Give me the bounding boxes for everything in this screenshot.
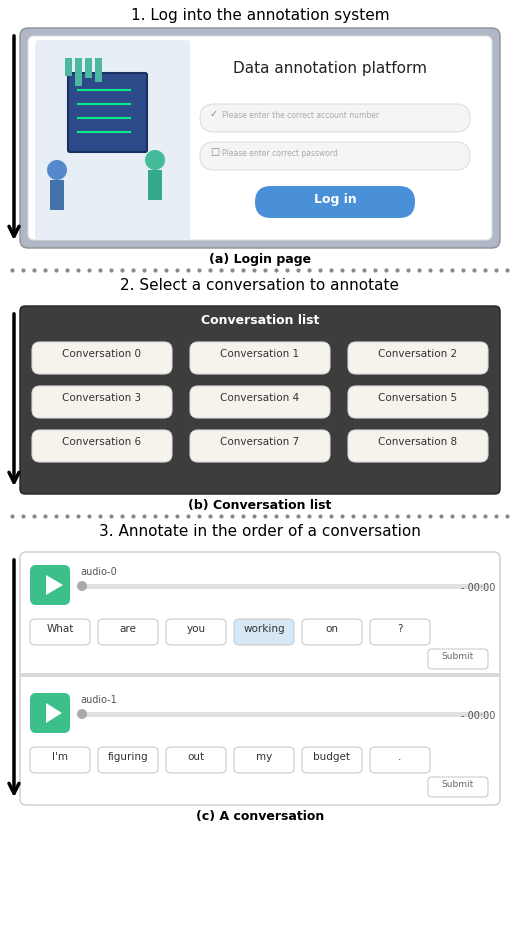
Text: budget: budget xyxy=(314,752,350,762)
Text: (a) Login page: (a) Login page xyxy=(209,253,311,266)
FancyBboxPatch shape xyxy=(190,386,330,418)
Polygon shape xyxy=(46,575,63,595)
FancyBboxPatch shape xyxy=(30,693,70,733)
FancyBboxPatch shape xyxy=(370,747,430,773)
FancyBboxPatch shape xyxy=(370,619,430,645)
Text: Conversation list: Conversation list xyxy=(201,314,319,327)
FancyBboxPatch shape xyxy=(428,777,488,797)
Text: Conversation 5: Conversation 5 xyxy=(379,393,458,403)
Text: - 00:00: - 00:00 xyxy=(461,583,495,593)
Bar xyxy=(50,180,64,210)
FancyBboxPatch shape xyxy=(348,430,488,462)
Text: my: my xyxy=(256,752,272,762)
FancyBboxPatch shape xyxy=(20,28,500,248)
Text: Data annotation platform: Data annotation platform xyxy=(233,61,427,76)
Text: audio-0: audio-0 xyxy=(80,567,117,577)
Text: Conversation 6: Conversation 6 xyxy=(62,437,141,447)
Text: Log in: Log in xyxy=(314,193,356,206)
Text: Submit: Submit xyxy=(442,780,474,789)
FancyBboxPatch shape xyxy=(28,36,492,240)
FancyBboxPatch shape xyxy=(348,386,488,418)
Text: I'm: I'm xyxy=(52,752,68,762)
Text: (b) Conversation list: (b) Conversation list xyxy=(188,499,332,512)
Bar xyxy=(75,58,82,86)
Text: 3. Annotate in the order of a conversation: 3. Annotate in the order of a conversati… xyxy=(99,524,421,539)
Text: Conversation 1: Conversation 1 xyxy=(220,349,300,359)
Text: - 00:00: - 00:00 xyxy=(461,711,495,721)
Circle shape xyxy=(47,160,67,180)
FancyBboxPatch shape xyxy=(166,619,226,645)
Text: Submit: Submit xyxy=(442,652,474,661)
Text: out: out xyxy=(187,752,204,762)
Bar xyxy=(85,58,92,78)
Text: on: on xyxy=(326,624,339,634)
FancyBboxPatch shape xyxy=(20,306,500,494)
Text: you: you xyxy=(187,624,205,634)
FancyBboxPatch shape xyxy=(32,386,172,418)
FancyBboxPatch shape xyxy=(255,186,415,218)
FancyBboxPatch shape xyxy=(234,619,294,645)
Text: 1. Log into the annotation system: 1. Log into the annotation system xyxy=(131,8,389,23)
Bar xyxy=(148,170,162,200)
FancyBboxPatch shape xyxy=(30,565,70,605)
FancyBboxPatch shape xyxy=(200,142,470,170)
Circle shape xyxy=(77,581,87,591)
Text: .: . xyxy=(398,752,401,762)
FancyBboxPatch shape xyxy=(166,747,226,773)
Text: Conversation 7: Conversation 7 xyxy=(220,437,300,447)
Text: audio-1: audio-1 xyxy=(80,695,117,705)
Text: Please enter correct password: Please enter correct password xyxy=(222,149,338,158)
FancyBboxPatch shape xyxy=(30,747,90,773)
Text: □: □ xyxy=(210,147,219,157)
Text: Conversation 4: Conversation 4 xyxy=(220,393,300,403)
FancyBboxPatch shape xyxy=(32,430,172,462)
Text: figuring: figuring xyxy=(108,752,148,762)
Polygon shape xyxy=(46,703,62,723)
FancyBboxPatch shape xyxy=(428,649,488,669)
FancyBboxPatch shape xyxy=(32,342,172,374)
Bar xyxy=(78,584,488,589)
Text: ?: ? xyxy=(397,624,403,634)
Text: 2. Select a conversation to annotate: 2. Select a conversation to annotate xyxy=(121,278,399,293)
Text: Conversation 8: Conversation 8 xyxy=(379,437,458,447)
Text: Conversation 3: Conversation 3 xyxy=(62,393,141,403)
FancyBboxPatch shape xyxy=(302,619,362,645)
Text: working: working xyxy=(243,624,285,634)
Text: Please enter the correct account number: Please enter the correct account number xyxy=(222,111,379,120)
Text: are: are xyxy=(120,624,136,634)
Circle shape xyxy=(145,150,165,170)
FancyBboxPatch shape xyxy=(234,747,294,773)
FancyBboxPatch shape xyxy=(200,104,470,132)
FancyBboxPatch shape xyxy=(190,430,330,462)
Text: Conversation 2: Conversation 2 xyxy=(379,349,458,359)
FancyBboxPatch shape xyxy=(30,619,90,645)
FancyBboxPatch shape xyxy=(348,342,488,374)
Bar xyxy=(78,712,488,717)
Text: Conversation 0: Conversation 0 xyxy=(62,349,141,359)
Bar xyxy=(95,58,102,82)
Bar xyxy=(65,58,72,76)
FancyBboxPatch shape xyxy=(98,619,158,645)
FancyBboxPatch shape xyxy=(302,747,362,773)
FancyBboxPatch shape xyxy=(68,73,147,152)
Text: (c) A conversation: (c) A conversation xyxy=(196,810,324,823)
FancyBboxPatch shape xyxy=(190,342,330,374)
Circle shape xyxy=(77,709,87,719)
FancyBboxPatch shape xyxy=(35,40,190,240)
Text: What: What xyxy=(46,624,74,634)
FancyBboxPatch shape xyxy=(20,552,500,805)
Text: ✓: ✓ xyxy=(210,109,218,119)
FancyBboxPatch shape xyxy=(98,747,158,773)
Bar xyxy=(20,673,500,677)
